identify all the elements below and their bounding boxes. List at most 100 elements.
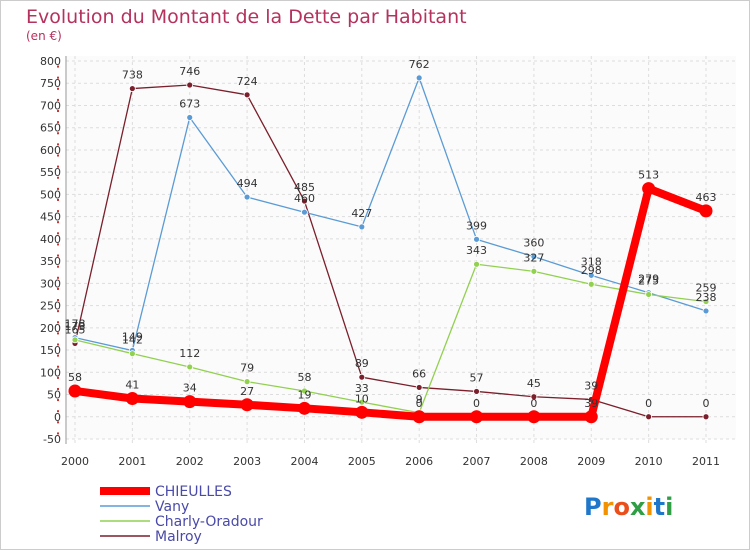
legend-label-malroy: Malroy xyxy=(155,529,202,545)
data-point-malroy xyxy=(530,393,538,401)
data-label-charly-oradour: 79 xyxy=(240,362,254,375)
data-point-charly-oradour xyxy=(645,291,653,298)
data-point-chieulles xyxy=(125,392,139,406)
data-label-vany: 673 xyxy=(179,97,200,110)
plot-background xyxy=(65,56,736,439)
brand-logo: Proxiti xyxy=(584,493,673,521)
brand-letter: r xyxy=(602,493,614,521)
y-minor-tick xyxy=(57,65,59,68)
y-tick-label: 0 xyxy=(54,411,61,424)
y-tick-label: 150 xyxy=(40,344,61,357)
data-label-charly-oradour: 275 xyxy=(638,274,659,287)
data-label-layer: 58 41 34 27 19 10 0 0 0 39 513 463 178 149 673 494 460 42… xyxy=(65,58,717,410)
data-label-vany: 762 xyxy=(409,58,430,71)
y-tick-label: 700 xyxy=(40,99,61,112)
data-point-charly-oradour xyxy=(243,378,251,386)
data-point-vany xyxy=(301,208,308,216)
chart-unit-label: (en €) xyxy=(26,29,62,43)
y-tick-label: 650 xyxy=(40,122,61,135)
series-charly-oradour xyxy=(71,260,710,417)
data-point-chieulles xyxy=(412,410,426,424)
y-minor-tick xyxy=(57,276,59,279)
data-point-charly-oradour xyxy=(301,387,308,395)
y-minor-tick xyxy=(57,365,59,368)
data-label-malroy: 738 xyxy=(122,69,143,82)
data-point-charly-oradour xyxy=(358,398,366,406)
data-point-vany xyxy=(702,307,710,315)
y-minor-tick xyxy=(57,421,59,424)
data-point-charly-oradour xyxy=(587,280,595,288)
series-line-chieulles xyxy=(71,184,710,421)
y-minor-tick xyxy=(57,265,59,268)
data-label-charly-oradour: 343 xyxy=(466,244,487,257)
y-minor-tick xyxy=(57,221,59,224)
y-minor-tick xyxy=(57,299,59,302)
data-point-chieulles xyxy=(527,410,541,424)
y-minor-tick xyxy=(57,76,59,79)
y-minor-tick xyxy=(57,243,59,246)
series-layer xyxy=(68,74,713,424)
data-label-vany: 427 xyxy=(351,207,372,220)
data-point-malroy xyxy=(358,373,366,381)
x-tick-label: 2002 xyxy=(176,455,204,468)
brand-letter: o xyxy=(613,493,630,521)
y-tick-label: 50 xyxy=(47,389,61,402)
y-tick-label: 600 xyxy=(40,144,61,157)
y-minor-tick xyxy=(57,132,59,135)
y-tick-label: 200 xyxy=(40,322,61,335)
y-minor-tick xyxy=(57,98,59,101)
data-label-malroy: 89 xyxy=(355,357,369,370)
data-point-malroy xyxy=(128,85,136,92)
data-label-malroy: 485 xyxy=(294,181,315,194)
x-tick-label: 2007 xyxy=(463,455,491,468)
x-tick-label: 2004 xyxy=(290,455,318,468)
data-label-malroy: 0 xyxy=(703,397,710,410)
y-minor-tick xyxy=(57,310,59,313)
y-minor-tick xyxy=(57,232,59,235)
y-minor-tick xyxy=(57,254,59,257)
data-point-charly-oradour xyxy=(702,298,710,305)
series-line-vany xyxy=(74,77,707,352)
y-minor-tick xyxy=(57,343,59,346)
y-minor-tick xyxy=(57,387,59,390)
data-point-malroy xyxy=(645,413,653,421)
data-label-malroy: 57 xyxy=(470,371,484,384)
data-label-chieulles: 513 xyxy=(638,169,659,182)
data-point-charly-oradour xyxy=(128,350,136,358)
series-malroy xyxy=(71,81,710,421)
data-label-vany: 178 xyxy=(65,318,86,331)
data-label-charly-oradour: 58 xyxy=(297,371,311,384)
x-tick-label: 2003 xyxy=(233,455,261,468)
y-minor-tick xyxy=(57,399,59,402)
legend-label-charly-oradour: Charly-Oradour xyxy=(155,514,263,530)
data-label-malroy: 165 xyxy=(65,323,86,336)
y-tick-label: 750 xyxy=(40,77,61,90)
data-label-charly-oradour: 9 xyxy=(416,393,423,406)
y-minor-tick xyxy=(57,87,59,90)
x-tick-label: 2008 xyxy=(520,455,548,468)
data-label-chieulles: 27 xyxy=(240,385,254,398)
brand-letter: t xyxy=(654,493,665,521)
data-label-malroy: 45 xyxy=(527,377,541,390)
y-tick-label: -50 xyxy=(43,433,61,446)
y-minor-tick xyxy=(57,376,59,379)
data-point-malroy xyxy=(301,197,308,205)
data-point-charly-oradour xyxy=(473,260,480,268)
data-label-vany: 460 xyxy=(294,192,315,205)
y-minor-tick xyxy=(57,354,59,357)
y-minor-tick xyxy=(57,165,59,168)
data-label-malroy: 66 xyxy=(412,367,426,380)
x-tick-label: 2000 xyxy=(61,455,89,468)
data-label-charly-oradour: 173 xyxy=(65,320,86,333)
x-tick-label: 2006 xyxy=(405,455,433,468)
x-tick-label: 2010 xyxy=(635,455,663,468)
y-minor-tick xyxy=(57,287,59,290)
y-minor-tick xyxy=(57,176,59,179)
legend-label-vany: Vany xyxy=(155,499,189,515)
data-point-vany xyxy=(186,114,194,121)
data-label-chieulles: 0 xyxy=(416,397,423,410)
data-label-malroy: 39 xyxy=(584,379,598,392)
data-point-chieulles xyxy=(642,182,656,196)
y-tick-label: 300 xyxy=(40,277,61,290)
data-point-chieulles xyxy=(183,395,197,409)
